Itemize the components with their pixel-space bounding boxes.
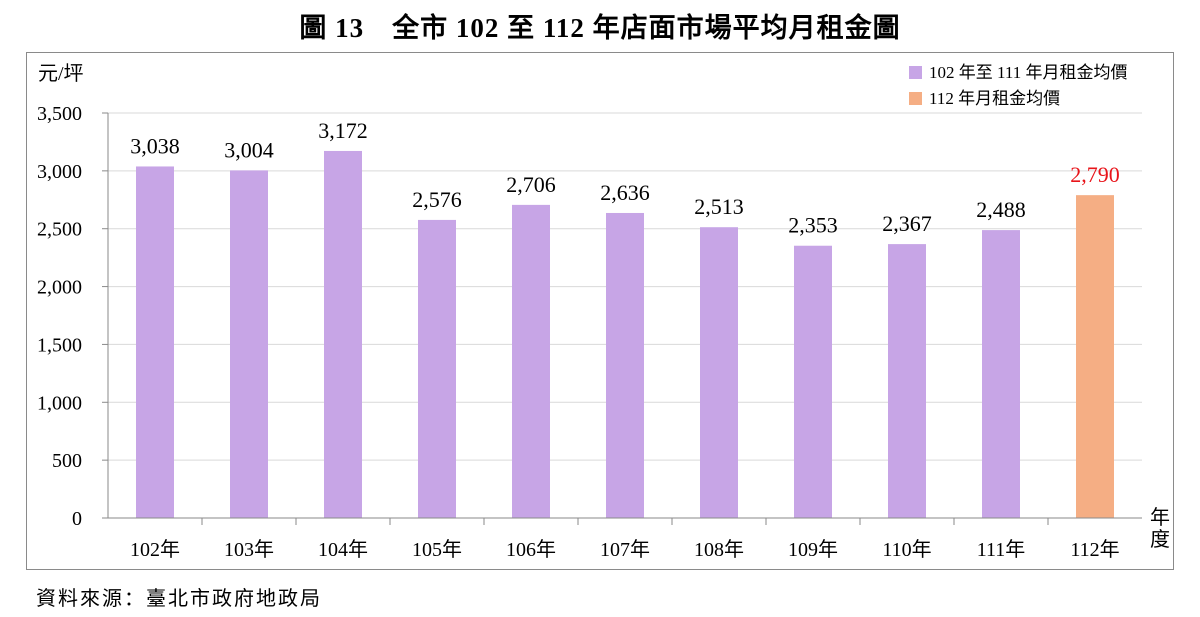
x-tick-label: 103年 <box>224 538 274 561</box>
bar-value-label: 2,790 <box>1070 162 1120 187</box>
x-tick-label: 106年 <box>506 538 556 561</box>
bar <box>324 150 362 518</box>
y-axis-unit-label: 元/坪 <box>38 62 84 85</box>
bars <box>136 150 1114 519</box>
y-tick-label: 2,000 <box>37 277 82 299</box>
x-tick-label: 102年 <box>130 538 180 561</box>
legend: 102 年至 111 年月租金均價 112 年月租金均價 <box>909 63 1128 108</box>
x-axis-label: 年度 <box>1150 506 1170 551</box>
bar-value-label: 3,004 <box>224 137 274 162</box>
bar-value-label: 3,172 <box>318 118 368 143</box>
bar <box>700 227 738 518</box>
bar <box>512 204 550 518</box>
y-tick-label: 2,500 <box>37 219 82 241</box>
y-tick-label: 0 <box>72 508 82 530</box>
source-note: 資料來源：臺北市政府地政局 <box>36 588 322 610</box>
x-tick-label: 104年 <box>318 538 368 561</box>
bar-value-label: 2,367 <box>882 211 932 236</box>
x-tick-label: 105年 <box>412 538 462 561</box>
legend-entry-label: 112 年月租金均價 <box>929 89 1060 108</box>
bar <box>230 170 268 518</box>
y-tick-label: 500 <box>52 450 82 472</box>
chart-frame <box>26 52 1174 570</box>
bar-value-label: 2,353 <box>788 213 838 238</box>
page-title: 圖 13 全市 102 至 112 年店面市場平均月租金圖 <box>299 13 901 43</box>
legend-swatch <box>909 66 922 79</box>
bar-value-label: 3,038 <box>130 133 180 158</box>
labels: 元/坪年度 3,038 3,004 3,172 2,576 2,706 2,636 2,513… <box>38 62 1170 551</box>
legend-entry-label: 102 年至 111 年月租金均價 <box>929 63 1128 82</box>
y-tick-label: 1,500 <box>37 334 82 356</box>
bar <box>982 230 1020 519</box>
bar-value-label: 2,706 <box>506 172 556 197</box>
axes: 0 500 1,000 1,500 2,000 2,500 3,000 3,500 102年 10… <box>37 103 1142 561</box>
legend-swatch <box>909 92 922 105</box>
bar <box>794 245 832 518</box>
bar-value-label: 2,488 <box>976 197 1026 222</box>
bar <box>418 219 456 519</box>
x-tick-label: 111年 <box>977 538 1026 561</box>
x-tick-label: 108年 <box>694 538 744 561</box>
x-tick-label: 109年 <box>788 538 838 561</box>
x-tick-label: 107年 <box>600 538 650 561</box>
y-tick-label: 1,000 <box>37 392 82 414</box>
bar <box>136 166 174 518</box>
bar <box>888 244 926 518</box>
bar <box>1076 195 1114 518</box>
bar <box>606 212 644 518</box>
bar-value-label: 2,576 <box>412 187 462 212</box>
x-tick-label: 112年 <box>1070 538 1119 561</box>
bar-value-label: 2,636 <box>600 180 650 205</box>
x-tick-label: 110年 <box>882 538 931 561</box>
y-tick-label: 3,500 <box>37 103 82 125</box>
bar-chart: 0 500 1,000 1,500 2,000 2,500 3,000 3,500 102年 10… <box>37 62 1170 561</box>
y-tick-label: 3,000 <box>37 161 82 183</box>
bar-value-label: 2,513 <box>694 194 744 219</box>
